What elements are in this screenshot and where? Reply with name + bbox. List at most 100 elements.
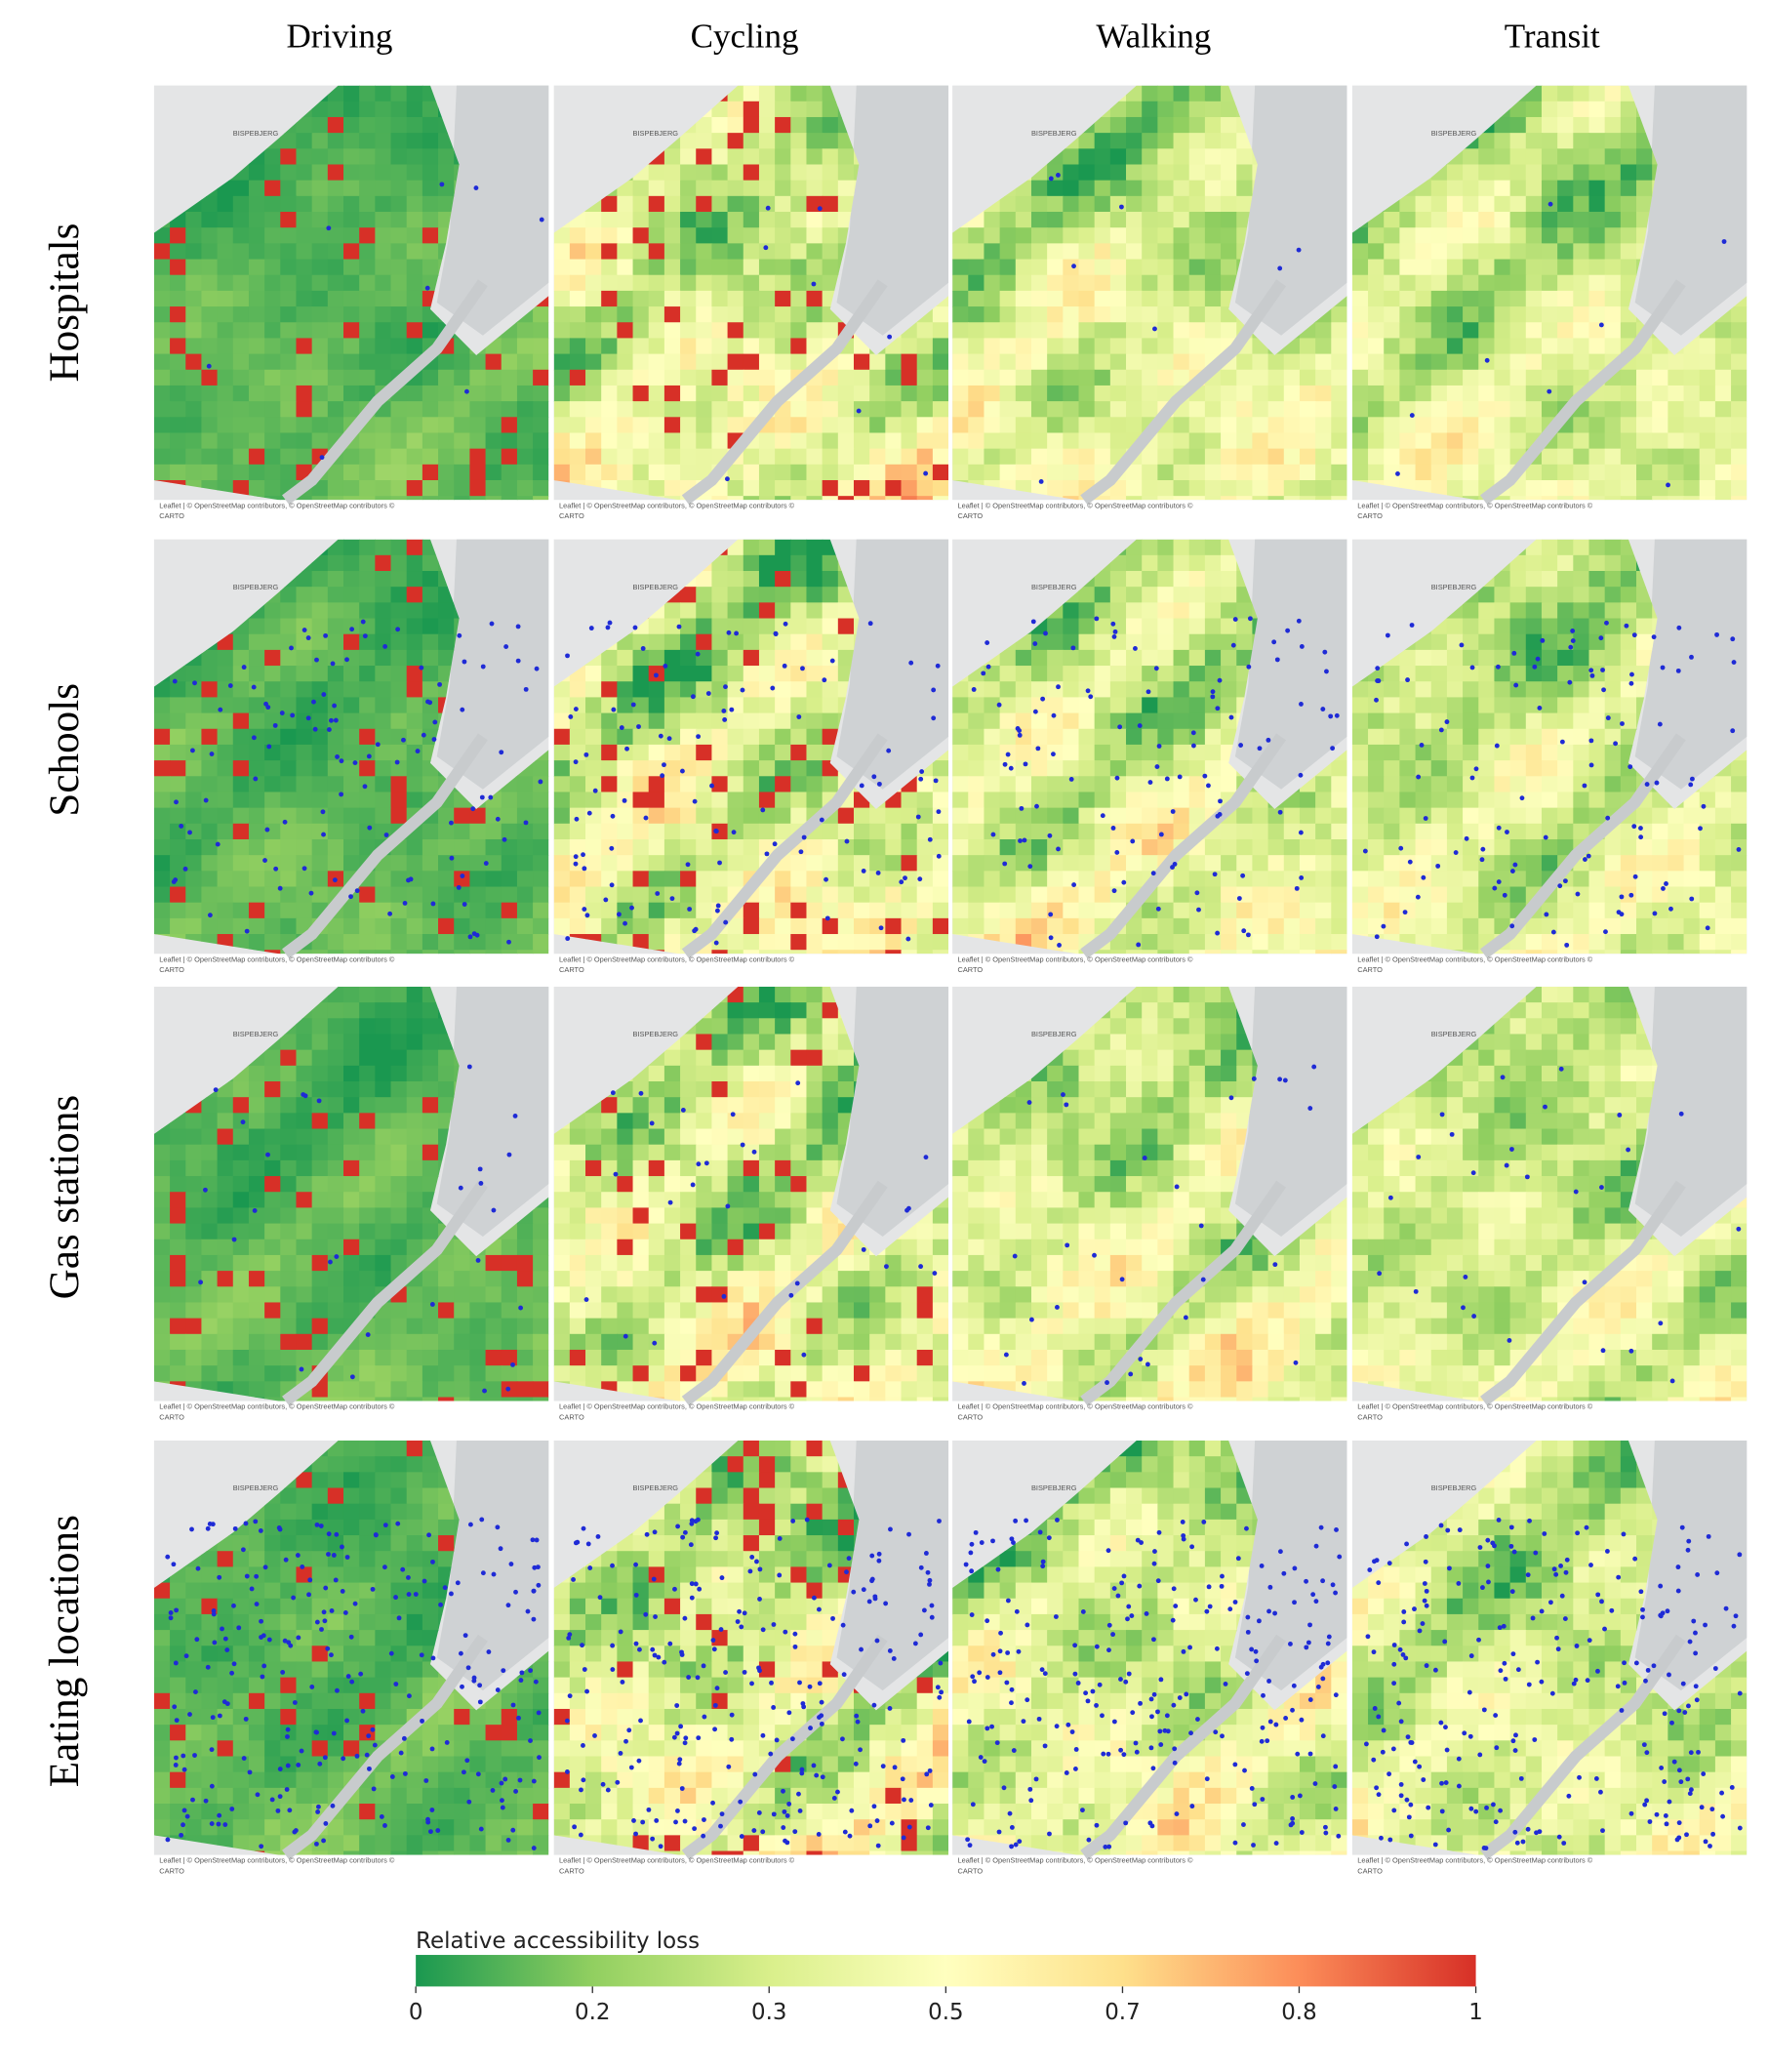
map-cell <box>617 306 634 323</box>
map-cell <box>1463 464 1479 481</box>
map-road <box>282 733 488 959</box>
facility-point <box>1055 173 1061 178</box>
map-cell <box>1109 838 1127 856</box>
map-cell <box>264 212 281 228</box>
map-cell <box>1188 180 1206 197</box>
map-cell <box>1252 448 1269 466</box>
map-cell <box>916 871 934 888</box>
map-cell <box>1463 353 1479 371</box>
map-cell <box>968 243 985 261</box>
facility-point <box>715 903 721 909</box>
map-cell <box>617 274 634 292</box>
map-cell <box>1109 744 1127 761</box>
map-cell <box>1368 274 1385 292</box>
map-cell <box>1188 539 1206 556</box>
map-road <box>681 733 888 959</box>
facility-point <box>714 908 720 914</box>
map-cell <box>1126 728 1143 746</box>
map-cell <box>806 338 824 355</box>
map-cell <box>1188 306 1206 323</box>
map-cell <box>1109 385 1127 402</box>
map-cell <box>1142 902 1159 919</box>
map-cell <box>232 760 250 777</box>
map-cell <box>822 602 839 620</box>
facility-point <box>705 691 711 696</box>
map-cell <box>1541 353 1558 371</box>
map-cell <box>1331 792 1347 809</box>
map-cell <box>663 886 681 904</box>
map-cell <box>1030 338 1048 355</box>
map-cell <box>280 602 298 620</box>
map-cell <box>485 496 502 501</box>
map-cell <box>1620 101 1637 118</box>
map-cell <box>1173 180 1190 197</box>
map-cell <box>1463 148 1479 166</box>
map-cell <box>1047 180 1064 197</box>
map-cell <box>342 353 360 371</box>
map-cell <box>438 823 455 840</box>
map-cell <box>696 448 713 466</box>
map-cell <box>264 697 281 714</box>
map-cell <box>280 855 298 873</box>
map-cell <box>758 243 776 261</box>
map-cell <box>533 496 549 501</box>
map-cell <box>775 369 791 386</box>
map-cell <box>1173 807 1190 825</box>
map-cell <box>516 385 534 402</box>
map-cell <box>438 432 455 450</box>
map-cell <box>342 496 360 501</box>
map-cell <box>438 369 455 386</box>
map-cell <box>1221 243 1237 261</box>
map-cell <box>1109 807 1127 825</box>
map-cell <box>869 432 887 450</box>
map-cell <box>1078 602 1096 620</box>
map-cell <box>390 448 408 466</box>
facility-point <box>209 752 215 756</box>
map-cell <box>1604 195 1622 213</box>
map-cell <box>648 712 665 730</box>
map-cell <box>375 212 392 228</box>
map-cell <box>232 633 250 651</box>
map-cell <box>1109 227 1127 245</box>
map-cell <box>1173 338 1190 355</box>
map-cell <box>743 322 760 340</box>
map-cell <box>375 432 392 450</box>
map-cell <box>359 164 377 182</box>
map-cell <box>1573 432 1590 450</box>
map-cell <box>696 950 713 955</box>
map-cell <box>711 728 729 746</box>
map-cell <box>390 116 408 134</box>
facility-point <box>367 825 373 831</box>
map-cell <box>727 744 744 761</box>
map-cell <box>1430 401 1448 418</box>
map-cell <box>1267 385 1285 402</box>
map-cell <box>790 934 808 951</box>
map-cell <box>1109 602 1127 620</box>
map-cell <box>217 290 234 307</box>
map-cell <box>553 417 571 434</box>
map-cell <box>232 681 250 699</box>
map-cell <box>1126 649 1143 667</box>
map-cell <box>1221 180 1237 197</box>
map-cell <box>648 401 665 418</box>
map-cell <box>1315 432 1332 450</box>
map-cell <box>1157 101 1175 118</box>
map-cell <box>1509 212 1527 228</box>
map-cell <box>1652 432 1669 450</box>
map-cell <box>1157 649 1175 667</box>
map-cell <box>1173 902 1190 919</box>
map-cell <box>696 195 713 213</box>
map-cell <box>311 587 329 604</box>
map-cell <box>1142 322 1159 340</box>
map-cell <box>758 116 776 134</box>
map-cell <box>696 417 713 434</box>
map-cell <box>1525 322 1543 340</box>
map-cell <box>153 417 171 434</box>
map-cell <box>1494 116 1511 134</box>
map-cell <box>1063 338 1080 355</box>
map-cell <box>1236 148 1254 166</box>
map-cell <box>1430 227 1448 245</box>
map-cell <box>1415 464 1432 481</box>
map-cell <box>806 322 824 340</box>
map-cell <box>438 148 455 166</box>
